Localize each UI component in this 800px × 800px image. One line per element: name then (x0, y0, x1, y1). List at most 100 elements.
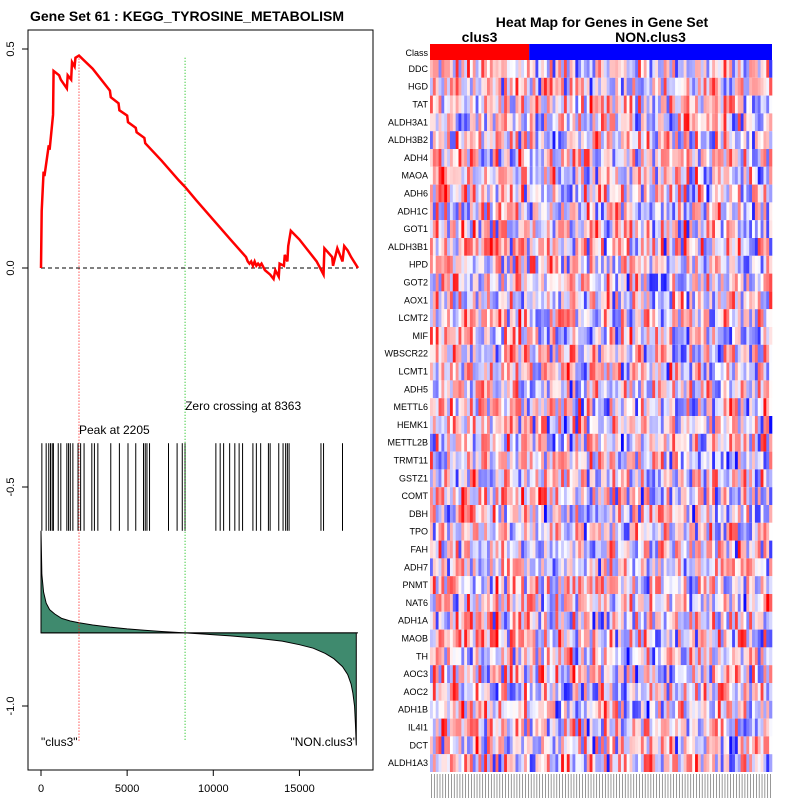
heatmap-cell (615, 736, 619, 755)
heatmap-cell (569, 238, 573, 256)
heatmap-cell (563, 166, 568, 185)
heatmap-cell (620, 505, 625, 523)
heatmap-cell (430, 629, 434, 648)
heatmap-cell (606, 202, 610, 221)
heatmap-cell (484, 60, 488, 78)
heatmap-cell (646, 220, 650, 238)
heatmap-cell (732, 433, 736, 452)
heatmap-cell (444, 665, 448, 683)
heatmap-cell (740, 291, 744, 310)
heatmap-cell (472, 416, 476, 434)
heatmap-cell (646, 184, 650, 203)
heatmap-cell (697, 113, 702, 132)
heatmap-cell (581, 647, 585, 666)
heatmap-cell (552, 291, 556, 310)
heatmap-cell (546, 273, 550, 292)
heatmap-cell (504, 433, 508, 452)
heatmap-cell (752, 113, 756, 132)
heatmap-cell (484, 131, 488, 149)
heatmap-cell (623, 505, 627, 523)
heatmap-cell (498, 647, 502, 666)
heatmap-cell (586, 60, 590, 78)
heatmap-cell (743, 238, 747, 256)
heatmap-cell (455, 309, 459, 327)
heatmap-cell (717, 398, 721, 416)
heatmap-cell (675, 522, 679, 541)
heatmap-cell (432, 273, 436, 292)
heatmap-cell (629, 451, 633, 470)
heatmap-cell (495, 327, 499, 345)
heatmap-cell (695, 149, 699, 167)
heatmap-cell (515, 202, 519, 221)
heatmap-cell (449, 238, 454, 256)
heatmap-cell (532, 362, 536, 381)
heatmap-cell (481, 327, 485, 345)
heatmap-cell (709, 309, 713, 327)
heatmap-cell (643, 60, 647, 78)
heatmap-cell (455, 95, 459, 114)
heatmap-cell (612, 309, 616, 327)
heatmap-cell (666, 202, 670, 221)
heatmap-cell (640, 522, 645, 541)
heatmap-cell (432, 451, 436, 470)
heatmap-cell (663, 60, 667, 78)
heatmap-cell (638, 451, 642, 470)
heatmap-cell (746, 736, 750, 755)
heatmap-cell (743, 540, 747, 559)
heatmap-cell (541, 451, 545, 470)
heatmap-cell (504, 344, 508, 363)
heatmap-cell (583, 558, 588, 577)
heatmap-cell (669, 594, 673, 612)
heatmap-cell (447, 629, 451, 648)
heatmap-cell (467, 754, 471, 772)
heatmap-cell (481, 362, 485, 381)
heatmap-cell (757, 487, 761, 505)
heatmap-cell (700, 647, 704, 666)
heatmap-cell (746, 558, 750, 577)
heatmap-cell (726, 60, 730, 78)
heatmap-cell (732, 629, 736, 648)
heatmap-cell (717, 594, 721, 612)
heatmap-cell (464, 700, 468, 719)
heatmap-cell (734, 149, 739, 167)
heatmap-cell (666, 736, 670, 755)
heatmap-cell (589, 754, 593, 772)
heatmap-cell (541, 700, 545, 719)
heatmap-cell (754, 576, 759, 594)
heatmap-cell (452, 309, 456, 327)
heatmap-cell (638, 77, 642, 96)
heatmap-cell (703, 184, 707, 203)
heatmap-cell (769, 416, 773, 434)
heatmap-cell (467, 398, 471, 416)
heatmap-cell (754, 77, 759, 96)
heatmap-cell (583, 540, 588, 559)
heatmap-cell (595, 166, 599, 185)
heatmap-cell (695, 718, 699, 737)
heatmap-cell (746, 683, 750, 701)
heatmap-cell (561, 202, 565, 221)
heatmap-cell (686, 131, 690, 149)
heatmap-cell (732, 273, 736, 292)
heatmap-cell (541, 647, 545, 666)
heatmap-cell (712, 469, 716, 488)
heatmap-cell (484, 77, 488, 96)
heatmap-cell (726, 362, 730, 381)
heatmap-cell (546, 665, 550, 683)
heatmap-cell (652, 683, 656, 701)
heatmap-cell (529, 220, 533, 238)
heatmap-cell (438, 380, 442, 399)
heatmap-cell (535, 202, 539, 221)
heatmap: clus3 NON.clus3 Class DDCHGDTATALDH3A1AL… (384, 29, 773, 798)
heatmap-cell (578, 291, 582, 310)
heatmap-cell (575, 362, 579, 381)
heatmap-cell (498, 416, 502, 434)
heatmap-cell (464, 131, 468, 149)
heatmap-cell (769, 540, 773, 559)
heatmap-cell (484, 309, 488, 327)
heatmap-cell (672, 166, 676, 185)
heatmap-cell (558, 273, 562, 292)
heatmap-cell (629, 469, 633, 488)
heatmap-cell (438, 220, 442, 238)
heatmap-cell (461, 113, 465, 132)
heatmap-cell (535, 469, 539, 488)
